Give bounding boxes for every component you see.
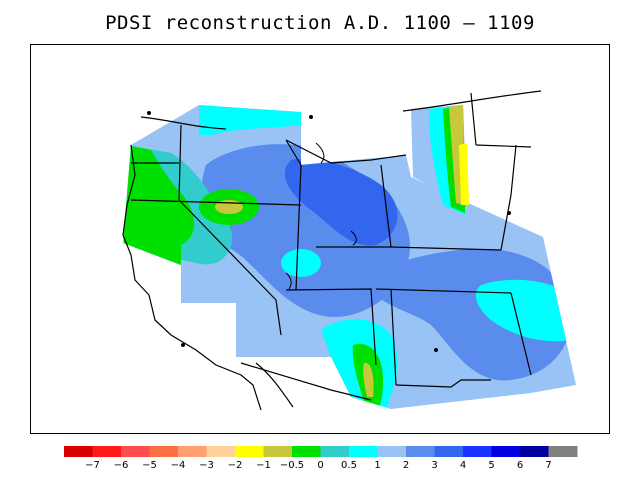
- colorbar-swatch: [178, 446, 207, 457]
- colorbar-swatch: [149, 446, 179, 457]
- colorbar-swatch: [92, 446, 122, 457]
- colorbar-swatch: [206, 446, 236, 457]
- colorbar-tick-label: 0.5: [341, 460, 357, 471]
- colorbar-swatch: [263, 446, 293, 457]
- colorbar-swatches: [64, 446, 578, 457]
- pdsi-region-deep-blue: [284, 159, 398, 246]
- colorbar-swatch: [349, 446, 378, 457]
- map-frame: [30, 44, 610, 434]
- colorbar-tick-label: −3: [199, 460, 214, 471]
- colorbar-tick-label: 3: [431, 460, 438, 471]
- lake-dot-3: [434, 348, 438, 352]
- lake-dot-2: [309, 115, 313, 119]
- colorbar-swatch: [64, 446, 93, 457]
- colorbar-tick-label: −1: [256, 460, 271, 471]
- pdsi-region-cyan-center: [281, 249, 321, 277]
- colorbar-tick-label: 5: [488, 460, 495, 471]
- colorbar-tick-label: −5: [142, 460, 157, 471]
- colorbar-swatch: [434, 446, 464, 457]
- colorbar-swatch: [520, 446, 549, 457]
- colorbar-swatch: [377, 446, 407, 457]
- map-title: PDSI reconstruction A.D. 1100 – 1109: [105, 12, 535, 34]
- lake-dot-5: [181, 343, 185, 347]
- colorbar-swatch: [406, 446, 435, 457]
- colorbar-tick-label: −6: [113, 460, 129, 471]
- colorbar-swatch: [235, 446, 264, 457]
- great-salt-lake-outline: [315, 142, 325, 164]
- colorbar-tick-label: −4: [170, 460, 186, 471]
- pdsi-region-cyan-east: [475, 279, 571, 342]
- colorbar-swatch: [463, 446, 492, 457]
- colorbar-swatch: [491, 446, 521, 457]
- colorbar-tick-label: 1: [374, 460, 381, 471]
- colorbar-swatch: [121, 446, 150, 457]
- lakes: [147, 111, 511, 352]
- pdsi-region-green-west: [123, 145, 195, 275]
- colorbar-swatch: [292, 446, 321, 457]
- pdsi-map: [122, 90, 576, 411]
- state-boundaries: [122, 90, 542, 411]
- colorbar-tick-label: 0: [317, 460, 324, 471]
- colorbar-tick-label: −7: [85, 460, 100, 471]
- colorbar-tick-label: −0.5: [279, 460, 305, 471]
- lake-dot-4: [507, 211, 511, 215]
- pdsi-field: [123, 105, 576, 409]
- pdsi-region-cyan-north: [199, 105, 301, 135]
- lake-dot-1: [147, 111, 151, 115]
- lake-mead-outline: [285, 272, 292, 290]
- colorbar-tick-label: 7: [545, 460, 552, 471]
- pdsi-region-northeast: [411, 105, 469, 215]
- colorbar-swatch: [320, 446, 350, 457]
- colorbar-tick-label: −2: [227, 460, 243, 471]
- flathead-lake-outline: [350, 230, 357, 246]
- colorbar-tick-label: 2: [402, 460, 410, 471]
- pdsi-region-olive-south: [363, 362, 374, 397]
- colorbar-tick-label: 4: [459, 460, 467, 471]
- colorbar-swatch: [548, 446, 578, 457]
- colorbar-tick-label: 6: [516, 460, 524, 471]
